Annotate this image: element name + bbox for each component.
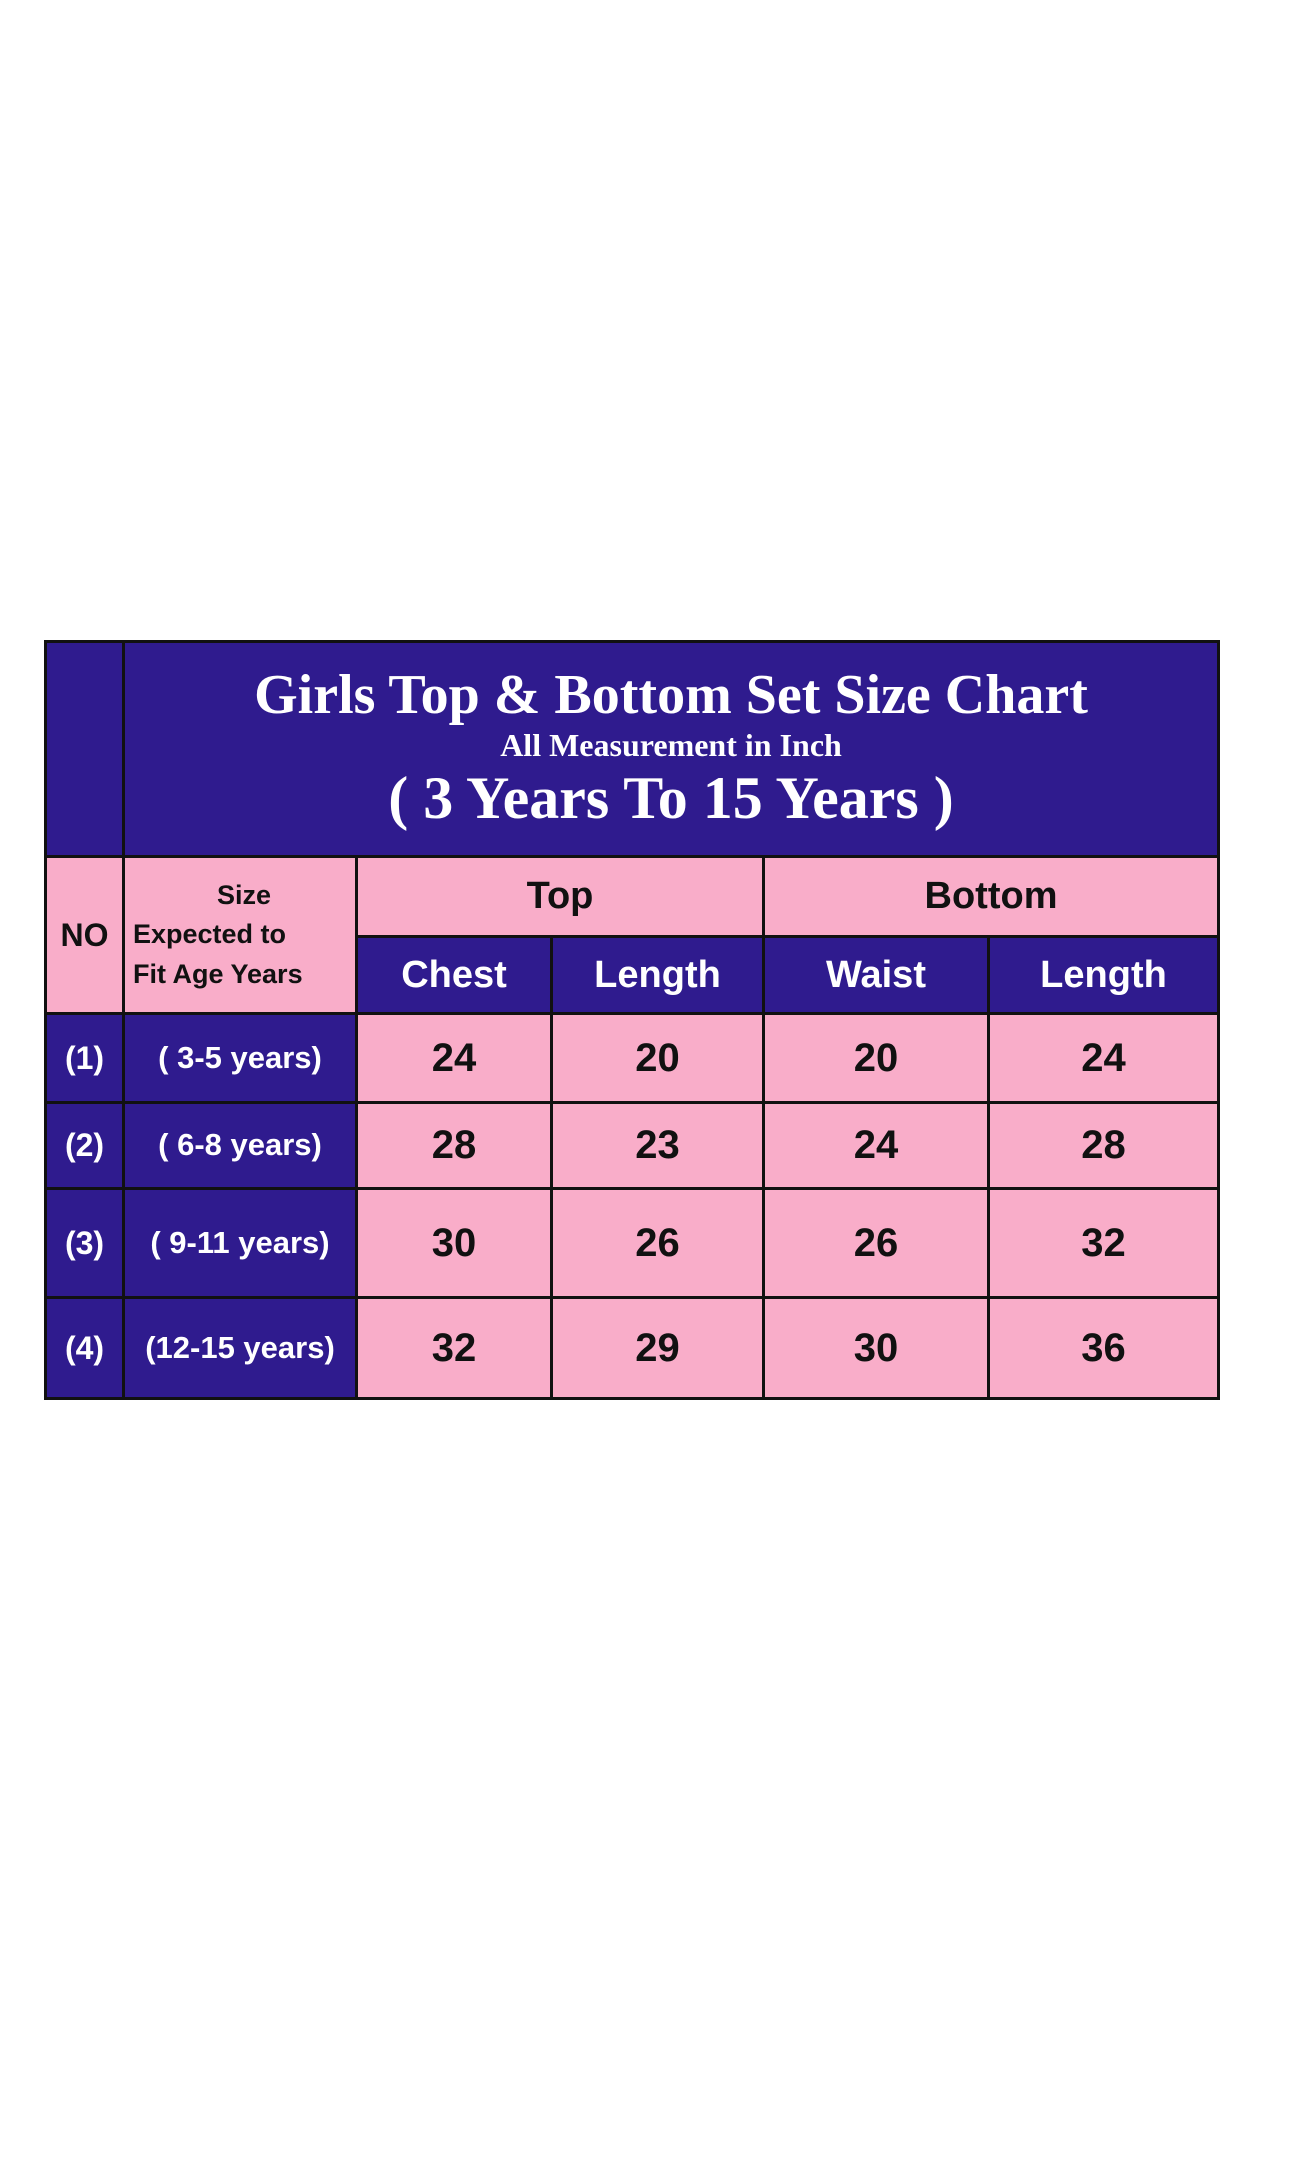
header-top-length: Length: [550, 935, 765, 1015]
header-top: Top: [355, 855, 765, 938]
row-2-no: (2): [44, 1101, 125, 1190]
row-2-top-length: 23: [550, 1101, 765, 1190]
row-2-bottom-length: 28: [987, 1101, 1220, 1190]
row-3-bottom-length: 32: [987, 1187, 1220, 1299]
row-1-top-length: 20: [550, 1012, 765, 1104]
title-block: Girls Top & Bottom Set Size Chart All Me…: [122, 640, 1220, 858]
row-4-age: (12-15 years): [122, 1296, 358, 1400]
row-1-chest: 24: [355, 1012, 553, 1104]
row-3-chest: 30: [355, 1187, 553, 1299]
row-3-top-length: 26: [550, 1187, 765, 1299]
row-4-waist: 30: [762, 1296, 990, 1400]
row-3-age: ( 9-11 years): [122, 1187, 358, 1299]
header-bottom: Bottom: [762, 855, 1220, 938]
age-range: ( 3 Years To 15 Years ): [388, 764, 954, 831]
row-4-chest: 32: [355, 1296, 553, 1400]
row-4-top-length: 29: [550, 1296, 765, 1400]
row-2-chest: 28: [355, 1101, 553, 1190]
chart-subtitle: All Measurement in Inch: [500, 726, 842, 763]
row-3-no: (3): [44, 1187, 125, 1299]
corner-cell: [44, 640, 125, 858]
row-3-waist: 26: [762, 1187, 990, 1299]
header-chest: Chest: [355, 935, 553, 1015]
header-size-line3: Fit Age Years: [133, 958, 303, 989]
row-1-age: ( 3-5 years): [122, 1012, 358, 1104]
row-1-no: (1): [44, 1012, 125, 1104]
header-size-line1: Size: [216, 880, 272, 911]
header-bottom-length: Length: [987, 935, 1220, 1015]
header-waist: Waist: [762, 935, 990, 1015]
row-1-bottom-length: 24: [987, 1012, 1220, 1104]
chart-title: Girls Top & Bottom Set Size Chart: [254, 664, 1088, 727]
row-2-waist: 24: [762, 1101, 990, 1190]
header-size-line2: Expected to: [133, 919, 287, 950]
header-size: Size Expected to Fit Age Years: [122, 855, 358, 1015]
row-4-no: (4): [44, 1296, 125, 1400]
row-2-age: ( 6-8 years): [122, 1101, 358, 1190]
row-1-waist: 20: [762, 1012, 990, 1104]
row-4-bottom-length: 36: [987, 1296, 1220, 1400]
header-no: NO: [44, 855, 125, 1015]
